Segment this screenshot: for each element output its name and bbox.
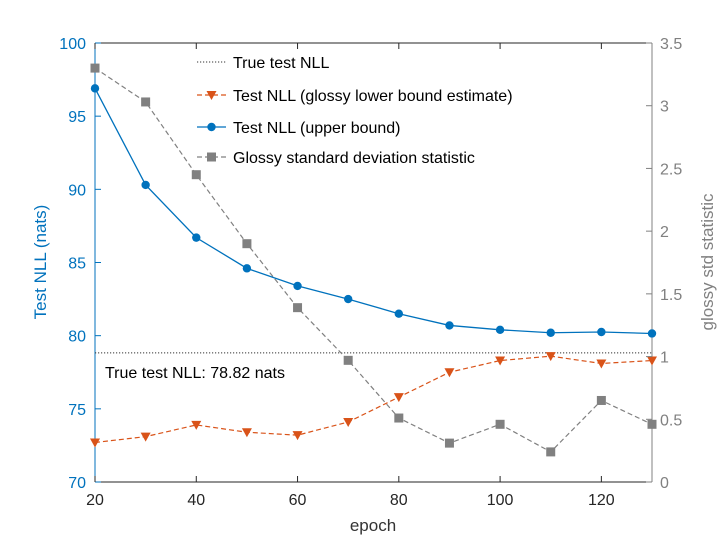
- legend-label-std-statistic: Glossy standard deviation statistic: [233, 150, 475, 167]
- left-tick-label: 75: [68, 402, 86, 419]
- x-axis-title: epoch: [350, 516, 396, 535]
- data-point-upper-bound: [242, 264, 252, 273]
- x-tick-label: 100: [487, 492, 514, 509]
- data-point-lower-bound: [292, 431, 303, 441]
- left-axis-title: Test NLL (nats): [31, 205, 50, 320]
- data-point-upper-bound: [343, 294, 353, 304]
- series-line-upper-bound: [94, 88, 653, 335]
- right-tick-label: 2.5: [660, 161, 682, 178]
- x-tick-label: 40: [187, 492, 205, 509]
- left-tick-label: 70: [68, 475, 86, 492]
- legend-label-lower-bound: Test NLL (glossy lower bound estimate): [233, 88, 513, 105]
- data-point-std-statistic: [90, 63, 100, 73]
- plot-frame: [94, 42, 653, 483]
- true-nll-annotation: True test NLL: 78.82 nats: [105, 365, 285, 382]
- data-point-std-statistic: [647, 419, 657, 429]
- legend: True test NLL Test NLL (glossy lower boun…: [197, 55, 513, 167]
- legend-item-true-nll: True test NLL: [197, 55, 329, 72]
- data-point-upper-bound: [141, 180, 150, 190]
- legend-item-std-statistic: Glossy standard deviation statistic: [197, 150, 475, 167]
- right-tick-label: 2: [660, 224, 669, 241]
- legend-item-upper-bound: Test NLL (upper bound): [197, 120, 401, 137]
- x-axis: 20 40 60 80 100 120: [86, 43, 615, 509]
- series-line-std-statistic: [94, 67, 653, 453]
- data-point-upper-bound: [445, 321, 454, 330]
- right-tick-label: 0.5: [660, 412, 682, 429]
- right-tick-label: 0: [660, 475, 669, 492]
- series-std-statistic: [90, 63, 657, 457]
- data-point-upper-bound: [546, 328, 555, 337]
- data-point-std-statistic: [343, 355, 353, 365]
- data-point-lower-bound: [241, 428, 252, 438]
- legend-item-lower-bound: Test NLL (glossy lower bound estimate): [197, 88, 513, 105]
- data-point-lower-bound: [495, 356, 506, 366]
- data-point-upper-bound: [293, 281, 302, 291]
- data-point-upper-bound: [192, 233, 201, 242]
- data-point-lower-bound: [596, 359, 607, 369]
- legend-label-true-nll: True test NLL: [233, 55, 329, 72]
- data-point-lower-bound: [647, 356, 657, 366]
- data-point-lower-bound: [393, 393, 404, 403]
- right-axis-title: glossy std statistic: [698, 193, 717, 330]
- series-layer: [90, 63, 657, 457]
- data-point-upper-bound: [394, 309, 404, 318]
- right-tick-label: 3.5: [660, 36, 682, 53]
- right-tick-label: 1: [660, 350, 669, 367]
- data-point-std-statistic: [293, 303, 303, 313]
- right-tick-label: 3: [660, 99, 669, 116]
- data-point-std-statistic: [141, 97, 151, 107]
- x-tick-label: 120: [588, 492, 615, 509]
- series-line-lower-bound: [94, 355, 653, 444]
- data-point-upper-bound: [597, 327, 606, 337]
- data-point-lower-bound: [191, 420, 202, 430]
- data-point-upper-bound: [647, 329, 657, 338]
- series-lower-bound: [90, 352, 657, 448]
- data-point-std-statistic: [495, 419, 505, 429]
- data-point-std-statistic: [394, 413, 404, 423]
- legend-marker-std-statistic: [207, 152, 216, 162]
- left-tick-label: 85: [68, 256, 86, 273]
- x-tick-label: 20: [86, 492, 104, 509]
- right-axis: 0 0.5 1 1.5 2 2.5 3 3.5: [646, 36, 682, 492]
- x-tick-label: 80: [390, 492, 408, 509]
- data-point-std-statistic: [596, 395, 606, 405]
- data-point-lower-bound: [140, 432, 151, 442]
- left-tick-label: 90: [68, 182, 86, 199]
- legend-marker-lower-bound: [206, 91, 217, 100]
- left-tick-label: 95: [68, 109, 86, 126]
- data-point-std-statistic: [444, 438, 454, 448]
- left-tick-label: 100: [59, 36, 86, 53]
- x-tick-label: 60: [289, 492, 307, 509]
- data-point-upper-bound: [495, 325, 505, 335]
- right-tick-label: 1.5: [660, 287, 682, 304]
- left-axis: 70 75 80 85 90 95 100: [59, 36, 101, 492]
- legend-label-upper-bound: Test NLL (upper bound): [233, 120, 401, 137]
- left-tick-label: 80: [68, 329, 86, 346]
- series-upper-bound: [90, 84, 657, 338]
- data-point-std-statistic: [191, 170, 201, 180]
- data-point-lower-bound: [343, 418, 354, 428]
- data-point-lower-bound: [444, 368, 455, 378]
- data-point-upper-bound: [90, 84, 100, 93]
- data-point-std-statistic: [546, 447, 556, 457]
- data-point-lower-bound: [90, 438, 100, 448]
- legend-marker-upper-bound: [207, 122, 216, 132]
- data-point-std-statistic: [242, 239, 252, 249]
- data-point-lower-bound: [545, 352, 556, 362]
